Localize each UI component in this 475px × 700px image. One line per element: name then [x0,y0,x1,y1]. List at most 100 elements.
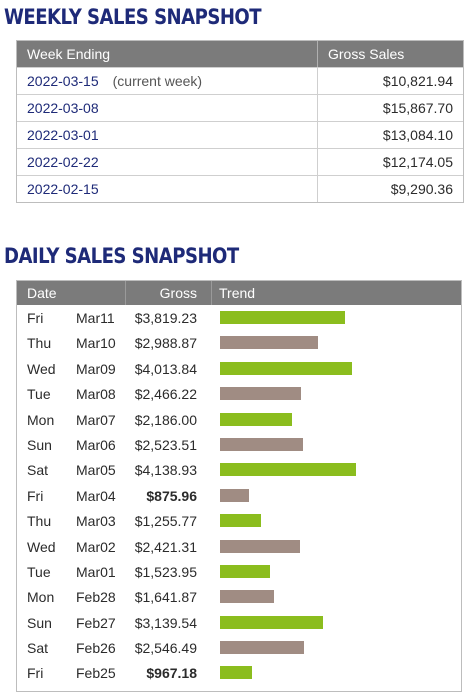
week-ending-cell: 2022-02-15 [17,176,318,202]
day-of-week: Sat [27,462,49,479]
trend-bar [220,336,318,350]
day-of-week: Fri [27,665,44,682]
trend-bar [220,615,323,629]
day-of-week: Sun [27,436,52,453]
daily-table-row: Mon Feb28 $1,641.87 [17,584,461,609]
date-label: Mar09 [76,360,116,377]
day-of-week: Wed [27,538,56,555]
trend-bar [220,641,304,655]
gross-value: $2,988.87 [134,335,197,352]
gross-value: $1,255.77 [134,513,197,530]
column-divider [125,281,126,305]
daily-table-row: Fri Feb25 $967.18 [17,660,461,685]
daily-table-header: Date Gross Trend [17,281,461,305]
gross-value: $875.96 [146,487,197,504]
daily-table-row: Thu Mar10 $2,988.87 [17,330,461,355]
trend-bar [220,666,252,680]
trend-column-header: Trend [219,285,256,301]
week-ending-cell: 2022-03-15 (current week) [17,68,318,94]
date-label: Mar05 [76,462,116,479]
day-of-week: Wed [27,360,56,377]
week-ending-link[interactable]: 2022-03-01 [27,127,99,143]
day-of-week: Mon [27,589,55,606]
week-ending-column-header: Week Ending [17,41,318,67]
daily-sales-table: Date Gross Trend Fri Mar11 $3,819.23 Thu Mar… [16,280,462,692]
date-label: Mar10 [76,335,116,352]
week-ending-cell: 2022-03-01 [17,122,318,148]
daily-table-row: Wed Mar02 $2,421.31 [17,534,461,559]
date-label: Feb28 [76,589,116,606]
date-label: Mar06 [76,436,116,453]
day-of-week: Tue [27,386,51,403]
day-of-week: Sun [27,614,52,631]
week-note: (current week) [112,73,203,89]
day-of-week: Thu [27,335,52,352]
weekly-sales-table: Week Ending Gross Sales 2022-03-15 (curre… [16,40,464,203]
trend-bar [220,564,270,578]
weekly-table-row: 2022-03-08 $15,867.70 [17,94,463,121]
daily-sales-title: DAILY SALES SNAPSHOT [4,244,239,268]
day-of-week: Tue [27,563,51,580]
trend-bar [220,514,261,528]
gross-value: $1,523.95 [134,563,197,580]
daily-table-row: Tue Mar01 $1,523.95 [17,559,461,584]
daily-table-row: Tue Mar08 $2,466.22 [17,381,461,406]
week-ending-link[interactable]: 2022-02-22 [27,154,99,170]
daily-table-row: Sat Mar05 $4,138.93 [17,457,461,482]
daily-table-row: Sun Feb27 $3,139.54 [17,610,461,635]
trend-bar [220,412,292,426]
trend-bar [220,387,301,401]
gross-value: $4,013.84 [134,360,197,377]
daily-table-row: Thu Mar03 $1,255.77 [17,508,461,533]
week-ending-cell: 2022-02-22 [17,149,318,175]
daily-table-row: Fri Mar11 $3,819.23 [17,305,461,330]
gross-sales-cell: $13,084.10 [382,127,453,143]
gross-sales-cell: $10,821.94 [382,73,453,89]
week-ending-link[interactable]: 2022-03-08 [27,100,99,116]
gross-value: $3,139.54 [134,614,197,631]
weekly-table-row: 2022-02-22 $12,174.05 [17,148,463,175]
day-of-week: Thu [27,513,52,530]
day-of-week: Fri [27,487,44,504]
trend-bar [220,311,345,324]
day-of-week: Fri [27,310,44,326]
date-label: Mar08 [76,386,116,403]
week-ending-cell: 2022-03-08 [17,95,318,121]
date-label: Mar02 [76,538,116,555]
gross-value: $3,819.23 [134,310,197,326]
date-label: Feb26 [76,640,116,657]
gross-sales-cell: $15,867.70 [382,100,453,116]
daily-table-row: Sat Feb26 $2,546.49 [17,635,461,660]
daily-table-row: Mon Mar07 $2,186.00 [17,407,461,432]
trend-bar [220,437,303,451]
gross-sales-cell: $9,290.36 [390,181,453,197]
trend-bar [220,463,356,477]
weekly-table-row: 2022-02-15 $9,290.36 [17,175,463,202]
daily-table-row: Wed Mar09 $4,013.84 [17,356,461,381]
date-label: Mar07 [76,411,116,428]
gross-value: $2,421.31 [134,538,197,555]
weekly-table-row: 2022-03-15 (current week) $10,821.94 [17,67,463,94]
date-label: Mar01 [76,563,116,580]
day-of-week: Mon [27,411,55,428]
weekly-sales-title: WEEKLY SALES SNAPSHOT [4,5,262,29]
gross-column-header: Gross [159,285,197,301]
column-divider [211,281,212,305]
week-ending-link[interactable]: 2022-02-15 [27,181,99,197]
date-label: Mar11 [76,310,115,326]
gross-value: $2,186.00 [134,411,197,428]
weekly-table-header: Week Ending Gross Sales [17,41,463,67]
weekly-table-row: 2022-03-01 $13,084.10 [17,121,463,148]
daily-table-row: Fri Mar04 $875.96 [17,483,461,508]
trend-bar [220,590,274,604]
date-label: Mar03 [76,513,116,530]
date-column-header: Date [27,285,57,301]
daily-table-row: Sun Mar06 $2,523.51 [17,432,461,457]
week-ending-link[interactable]: 2022-03-15 [27,73,99,89]
weekly-table-body: 2022-03-15 (current week) $10,821.94 2022-0… [17,67,463,202]
gross-value: $2,546.49 [134,640,197,657]
gross-value: $1,641.87 [134,589,197,606]
daily-table-body: Fri Mar11 $3,819.23 Thu Mar10 $2,988.87 Wed Mar… [17,305,461,686]
trend-bar [220,539,300,553]
date-label: Mar04 [76,487,116,504]
